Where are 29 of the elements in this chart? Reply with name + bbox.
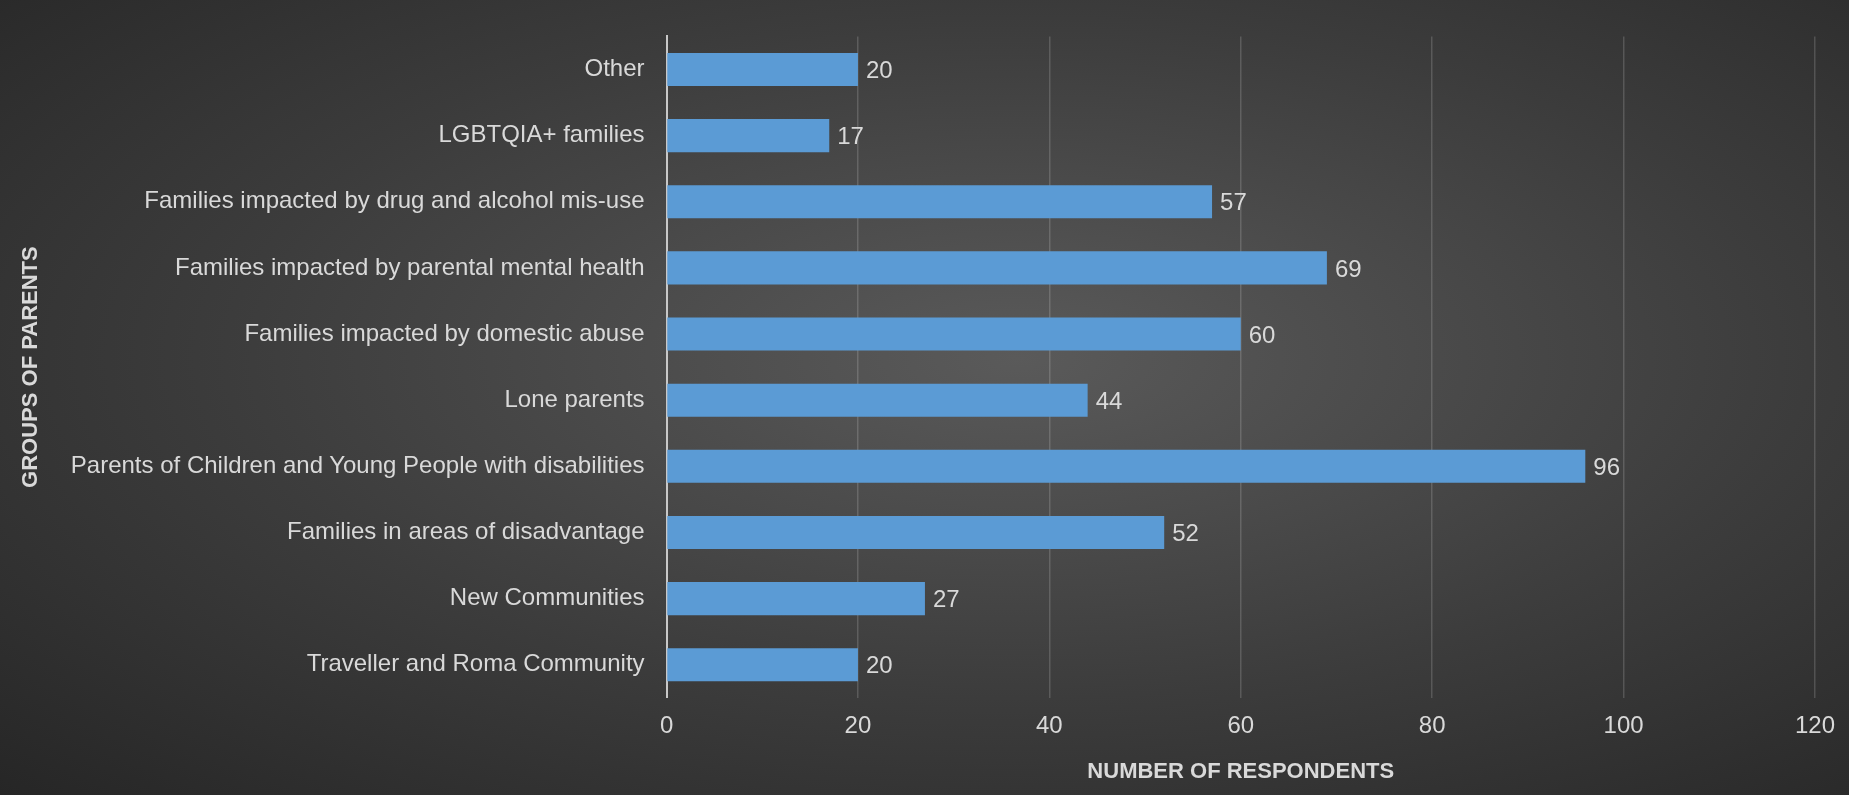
data-label: 57 bbox=[1220, 188, 1247, 216]
y-tick-label: LGBTQIA+ families bbox=[438, 120, 645, 148]
data-label: 17 bbox=[837, 122, 864, 150]
y-axis-title: GROUPS OF PARENTS bbox=[17, 246, 43, 488]
data-label: 96 bbox=[1593, 452, 1620, 480]
data-label: 60 bbox=[1248, 320, 1276, 348]
data-label: 27 bbox=[932, 585, 960, 613]
y-tick-label: Families impacted by parental mental health bbox=[174, 252, 645, 280]
data-label: 20 bbox=[865, 56, 893, 84]
data-label: 44 bbox=[1095, 386, 1123, 414]
x-tick-label: 100 bbox=[1603, 710, 1644, 738]
x-axis-title: NUMBER OF RESPONDENTS bbox=[1087, 757, 1395, 783]
x-tick-label: 20 bbox=[844, 710, 872, 738]
data-label: 69 bbox=[1334, 254, 1362, 282]
y-tick-label: Traveller and Roma Community bbox=[306, 649, 645, 677]
y-tick-label: New Communities bbox=[449, 583, 645, 611]
y-tick-label: Families impacted by drug and alcohol mis-use bbox=[144, 186, 645, 214]
y-tick-label: Lone parents bbox=[504, 384, 645, 412]
x-tick-label: 60 bbox=[1227, 710, 1255, 738]
y-tick-label: Families in areas of disadvantage bbox=[287, 517, 645, 545]
data-label: 52 bbox=[1172, 519, 1199, 547]
data-label: 20 bbox=[865, 651, 893, 679]
y-tick-label: Parents of Children and Young People with disabilities bbox=[70, 450, 645, 478]
x-tick-label: 0 bbox=[659, 710, 674, 738]
y-tick-label: Other bbox=[584, 54, 645, 82]
x-tick-label: 120 bbox=[1794, 710, 1835, 738]
y-tick-label: Families impacted by domestic abuse bbox=[244, 318, 645, 346]
x-tick-label: 80 bbox=[1418, 710, 1446, 738]
x-tick-label: 40 bbox=[1036, 710, 1063, 738]
